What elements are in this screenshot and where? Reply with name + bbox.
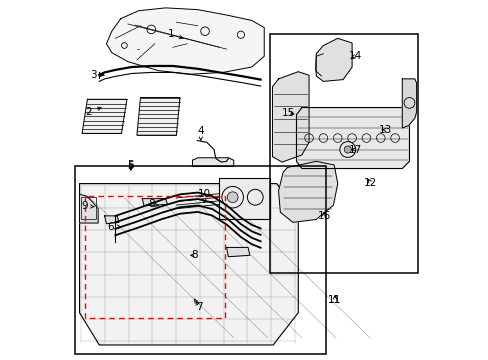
Text: 7: 7 bbox=[194, 299, 202, 312]
Text: 10: 10 bbox=[197, 189, 210, 202]
Bar bbox=[81, 197, 96, 219]
Polygon shape bbox=[142, 199, 167, 206]
Text: 8: 8 bbox=[190, 250, 198, 260]
Polygon shape bbox=[137, 98, 180, 135]
Bar bbox=[219, 178, 269, 220]
Polygon shape bbox=[80, 194, 98, 223]
Polygon shape bbox=[296, 108, 408, 168]
Polygon shape bbox=[278, 161, 337, 222]
Text: 11: 11 bbox=[327, 295, 341, 305]
Text: 17: 17 bbox=[347, 144, 361, 154]
Polygon shape bbox=[226, 247, 249, 257]
Text: 4: 4 bbox=[197, 126, 203, 140]
Text: 15: 15 bbox=[281, 108, 294, 118]
Text: 5: 5 bbox=[127, 160, 134, 170]
Text: 1: 1 bbox=[167, 29, 183, 39]
Text: 3: 3 bbox=[90, 70, 103, 80]
Polygon shape bbox=[80, 184, 298, 345]
Text: 2: 2 bbox=[85, 107, 101, 117]
Circle shape bbox=[344, 146, 351, 153]
Polygon shape bbox=[272, 72, 308, 162]
Polygon shape bbox=[104, 216, 119, 224]
Bar bbox=[270, 34, 418, 273]
Circle shape bbox=[227, 192, 238, 203]
Text: 5: 5 bbox=[127, 161, 134, 171]
Text: 8: 8 bbox=[148, 199, 158, 209]
Polygon shape bbox=[316, 39, 351, 81]
Text: 9: 9 bbox=[81, 201, 94, 211]
Text: 12: 12 bbox=[364, 178, 377, 188]
Text: 14: 14 bbox=[347, 51, 361, 61]
Text: 13: 13 bbox=[378, 125, 391, 135]
Text: 11: 11 bbox=[327, 295, 341, 305]
Polygon shape bbox=[82, 99, 126, 134]
Polygon shape bbox=[106, 8, 264, 74]
Circle shape bbox=[339, 141, 355, 157]
Polygon shape bbox=[192, 158, 233, 166]
Text: 16: 16 bbox=[317, 211, 330, 221]
Text: 6: 6 bbox=[107, 222, 121, 232]
Bar bbox=[75, 166, 325, 354]
Polygon shape bbox=[402, 79, 416, 128]
